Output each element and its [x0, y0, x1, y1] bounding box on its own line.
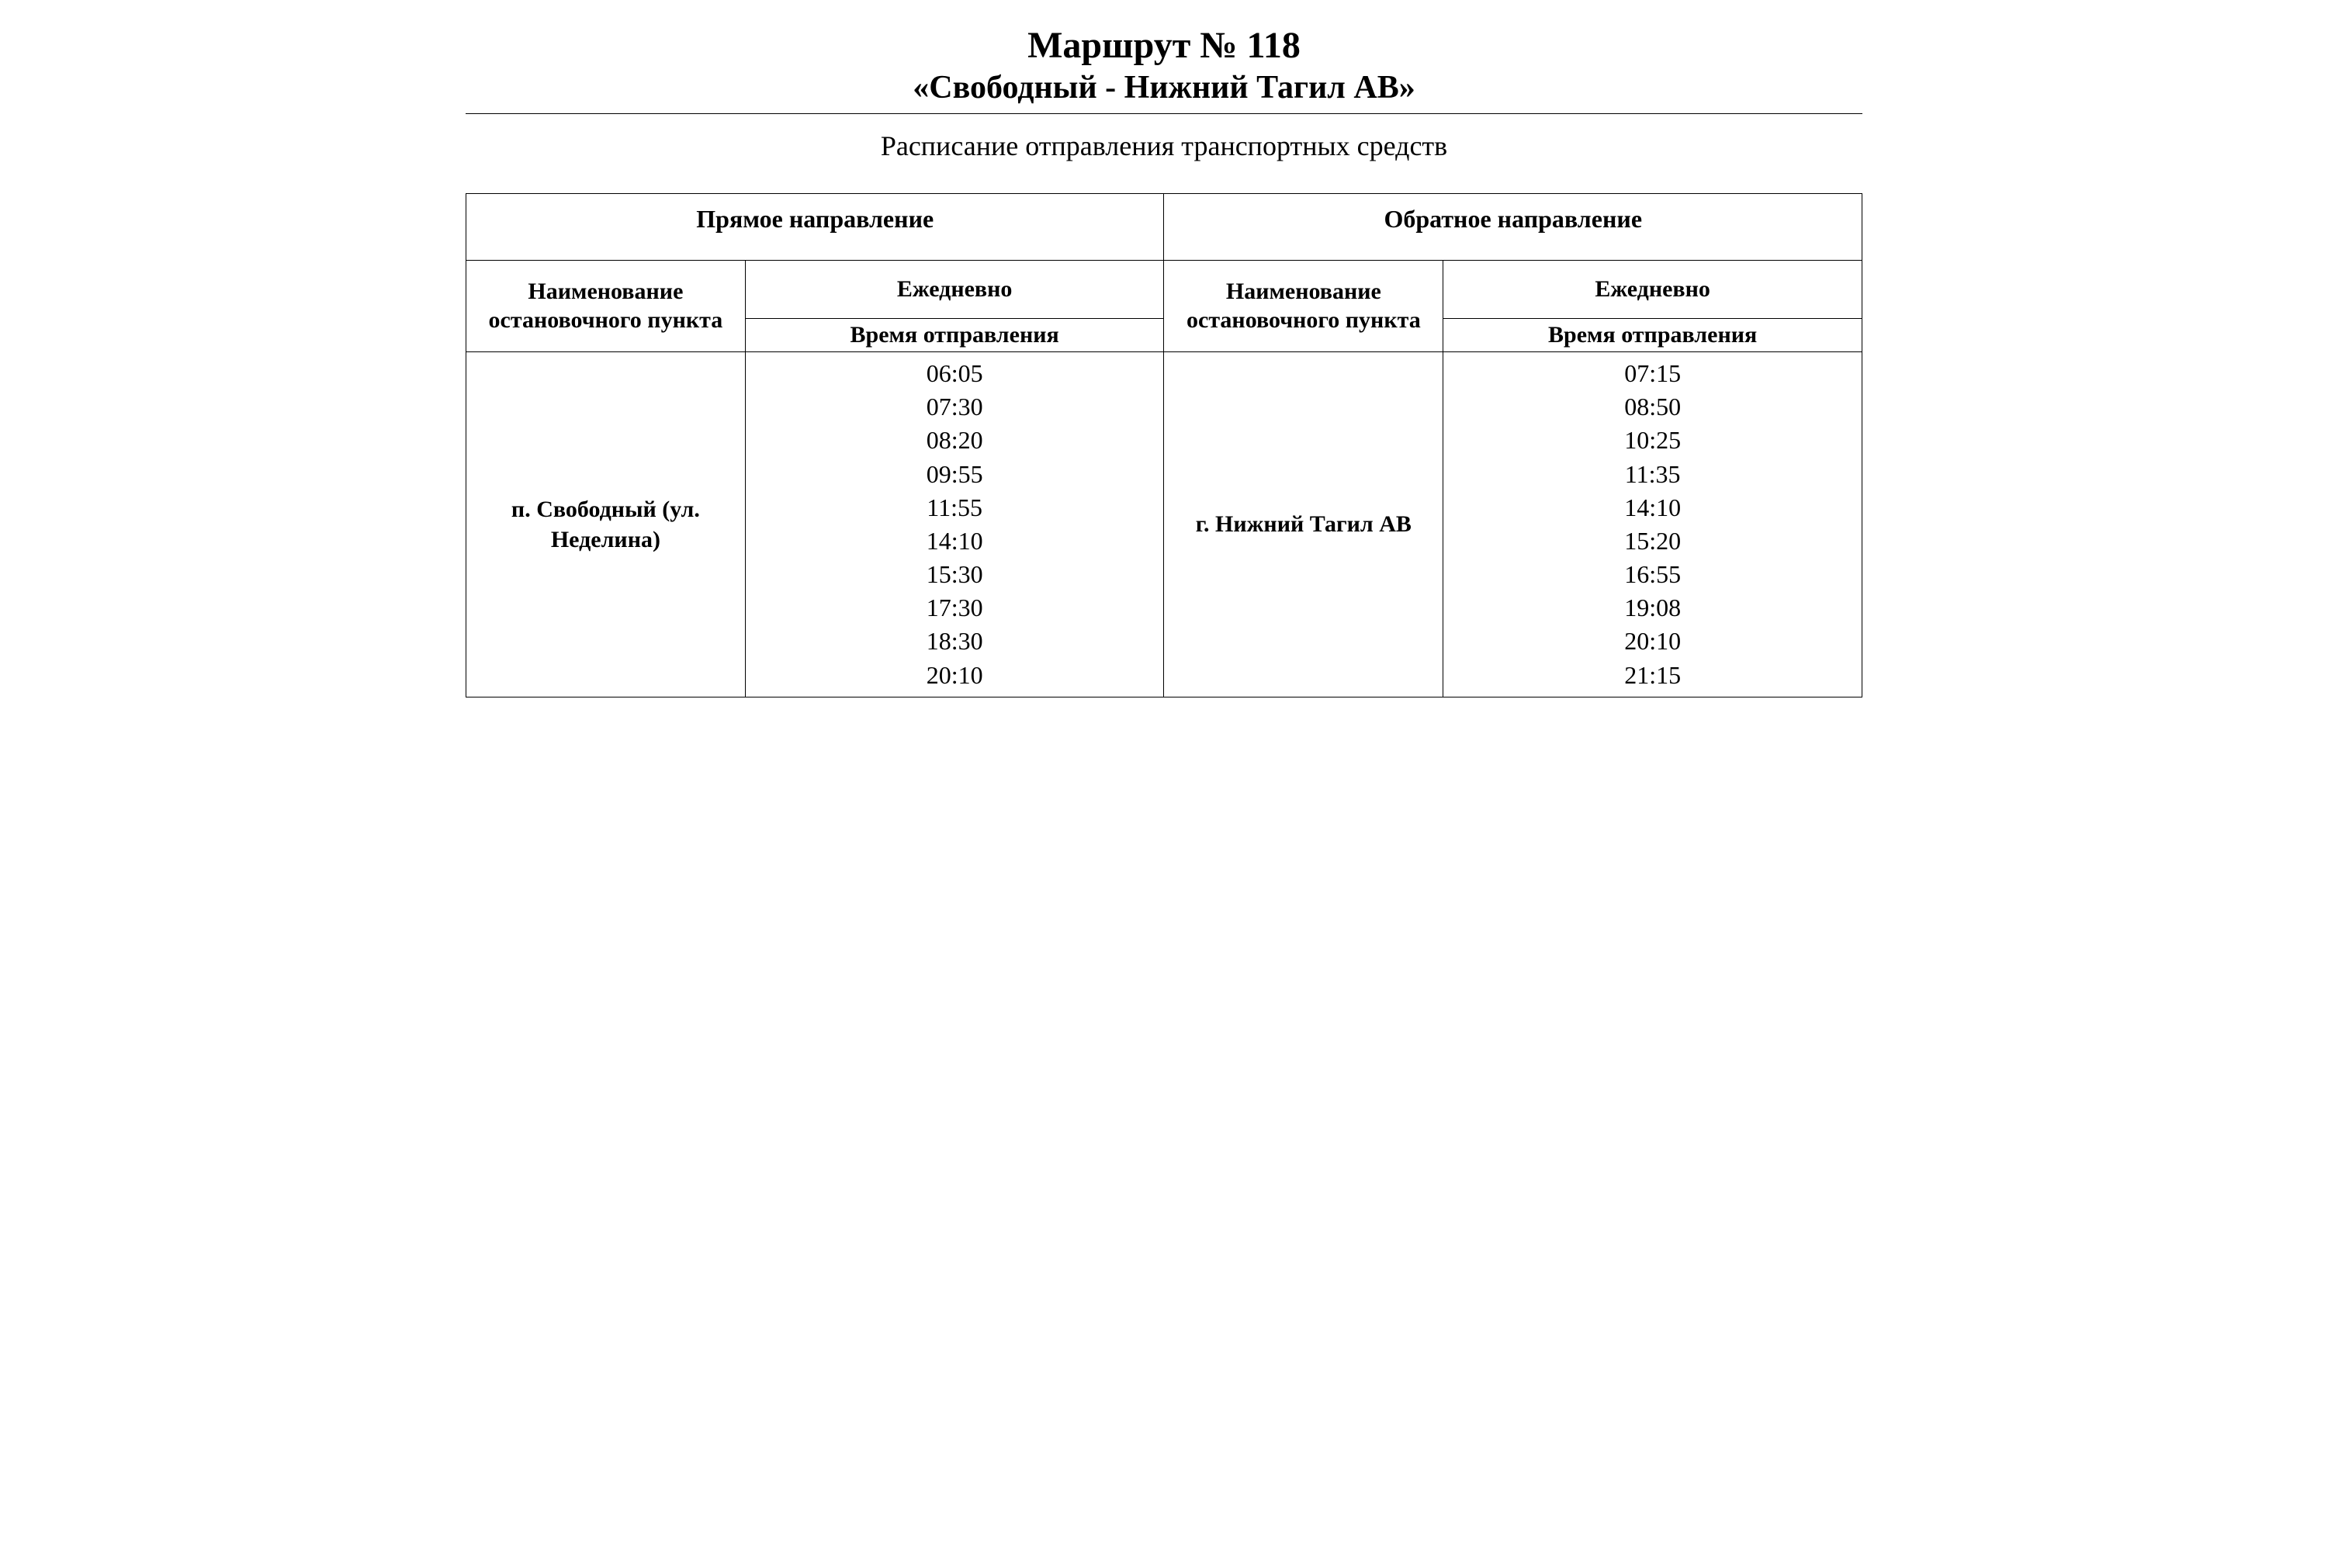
time-entry: 14:10 [1451, 491, 1854, 524]
table-row: п. Свободный (ул. Неделина) 06:0507:3008… [466, 351, 1862, 697]
table-row: Наименование остановочного пункта Ежедне… [466, 260, 1862, 318]
document-container: Маршрут № 118 «Свободный - Нижний Тагил … [466, 23, 1862, 697]
time-entry: 08:50 [1451, 390, 1854, 424]
time-entry: 17:30 [753, 591, 1156, 625]
time-entry: 16:55 [1451, 558, 1854, 591]
time-entry: 20:10 [1451, 625, 1854, 658]
stop-column-header-reverse: Наименование остановочного пункта [1164, 260, 1443, 351]
route-name-title: «Свободный - Нижний Тагил АВ» [466, 68, 1862, 107]
time-entry: 11:35 [1451, 458, 1854, 491]
direction-reverse-header: Обратное направление [1164, 193, 1862, 260]
departure-time-header-reverse: Время отправления [1443, 318, 1862, 351]
time-entry: 21:15 [1451, 659, 1854, 692]
schedule-subtitle: Расписание отправления транспортных сред… [466, 130, 1862, 162]
frequency-header-reverse: Ежедневно [1443, 260, 1862, 318]
time-entry: 07:30 [753, 390, 1156, 424]
time-entry: 08:20 [753, 424, 1156, 457]
direction-forward-header: Прямое направление [466, 193, 1164, 260]
reverse-times-cell: 07:1508:5010:2511:3514:1015:2016:5519:08… [1443, 351, 1862, 697]
schedule-table: Прямое направление Обратное направление … [466, 193, 1862, 697]
departure-time-header-forward: Время отправления [745, 318, 1164, 351]
time-entry: 09:55 [753, 458, 1156, 491]
time-entry: 15:30 [753, 558, 1156, 591]
time-entry: 10:25 [1451, 424, 1854, 457]
document-header: Маршрут № 118 «Свободный - Нижний Тагил … [466, 23, 1862, 107]
forward-times-cell: 06:0507:3008:2009:5511:5514:1015:3017:30… [745, 351, 1164, 697]
route-number-title: Маршрут № 118 [466, 23, 1862, 68]
stop-column-header-forward: Наименование остановочного пункта [466, 260, 746, 351]
time-entry: 18:30 [753, 625, 1156, 658]
frequency-header-forward: Ежедневно [745, 260, 1164, 318]
reverse-stop-name: г. Нижний Тагил АВ [1164, 351, 1443, 697]
time-entry: 15:20 [1451, 524, 1854, 558]
time-entry: 14:10 [753, 524, 1156, 558]
time-entry: 20:10 [753, 659, 1156, 692]
time-entry: 07:15 [1451, 357, 1854, 390]
time-entry: 19:08 [1451, 591, 1854, 625]
table-row: Прямое направление Обратное направление [466, 193, 1862, 260]
time-entry: 06:05 [753, 357, 1156, 390]
time-entry: 11:55 [753, 491, 1156, 524]
forward-stop-name: п. Свободный (ул. Неделина) [466, 351, 746, 697]
header-divider [466, 113, 1862, 114]
